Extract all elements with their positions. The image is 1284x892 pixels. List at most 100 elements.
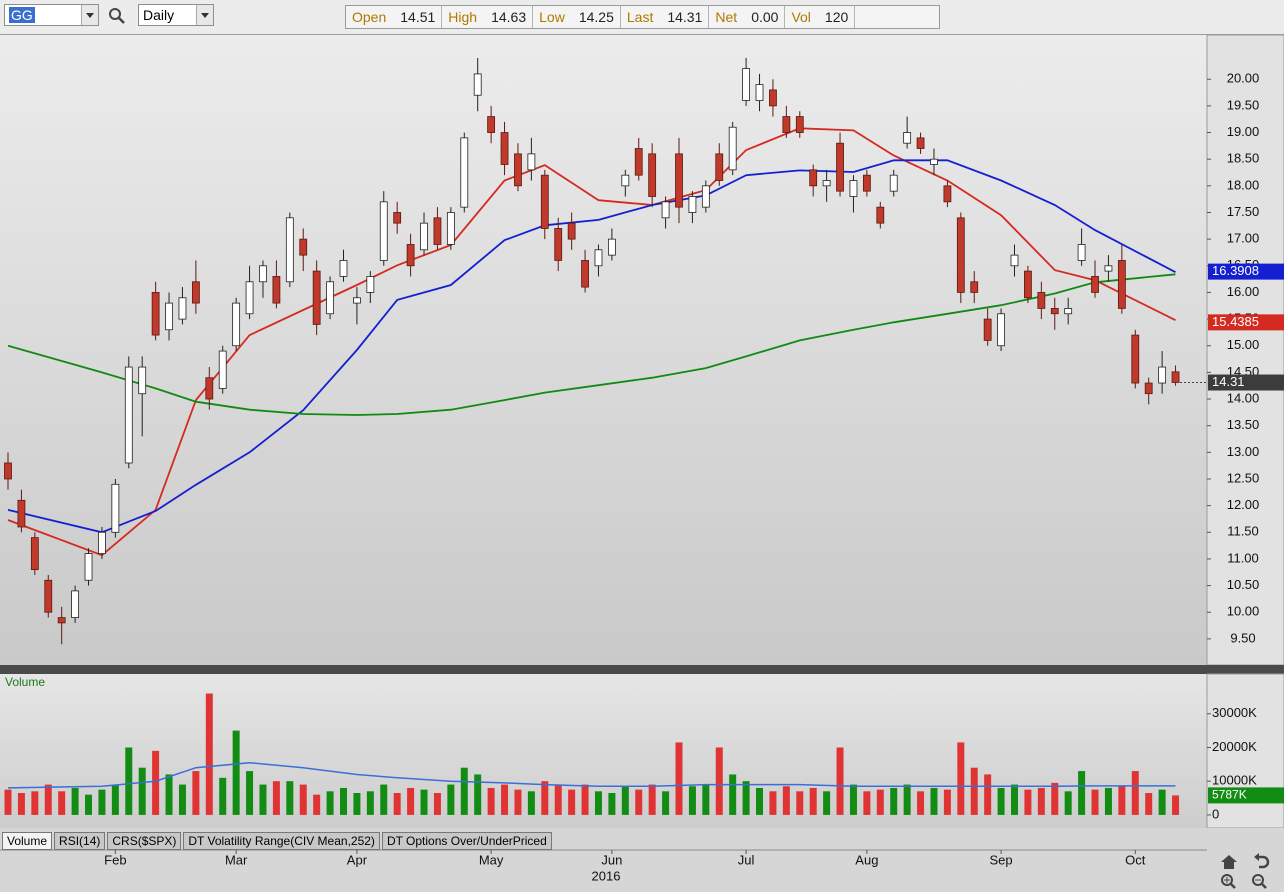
volume-bar (997, 787, 1005, 815)
volume-bar (366, 791, 374, 815)
moving-average (7, 127, 1176, 557)
candle-body (822, 180, 831, 187)
indicator-tab[interactable]: CRS($SPX) (107, 832, 182, 850)
volume-bar (98, 789, 106, 815)
interval-dropdown[interactable] (196, 5, 213, 25)
indicator-tabs: Volume RSI(14) CRS($SPX) DT Volatility Rang… (2, 832, 554, 850)
candle-body (1010, 254, 1019, 267)
volume-bar (246, 771, 254, 815)
volume-bar (353, 792, 361, 815)
candle-body (540, 174, 549, 229)
volume-bar (474, 774, 482, 815)
candle-body (353, 297, 361, 304)
y-tick-label: 9.50 (1230, 630, 1255, 645)
x-tick-label: Aug (855, 852, 878, 867)
indicator-tab[interactable]: RSI(14) (54, 832, 106, 850)
volume-bar (407, 787, 415, 815)
x-tick-label: May (479, 852, 504, 867)
volume-bar (782, 786, 790, 815)
volume-bar (447, 784, 455, 815)
symbol-dropdown[interactable] (81, 5, 98, 25)
year-label: 2016 (592, 868, 621, 883)
quote-label: High (448, 9, 478, 25)
volume-bar (702, 784, 710, 815)
volume-bar (648, 784, 656, 815)
volume-bar (1118, 786, 1126, 815)
y-tick-label: 10.00 (1227, 604, 1260, 619)
candle-body (406, 244, 415, 267)
candle-body (98, 531, 106, 555)
candle-body (4, 462, 12, 480)
y-tick-label: 13.50 (1227, 417, 1260, 432)
volume-bar (930, 787, 938, 815)
x-tick-label: Jun (601, 852, 622, 867)
volume-bar (970, 767, 978, 815)
x-tick-label: Apr (347, 852, 368, 867)
y-tick-label: 12.50 (1227, 470, 1260, 485)
candle-body (433, 217, 442, 245)
candle-body (420, 222, 428, 251)
candle-body (742, 68, 750, 101)
quote-label: Vol (791, 9, 811, 25)
quote-value: 14.63 (491, 9, 527, 25)
last-volume-box (1208, 787, 1284, 804)
panel-divider (0, 665, 1284, 674)
home-icon[interactable] (1221, 855, 1237, 869)
volume-bar (232, 730, 240, 815)
candle-body (675, 153, 683, 208)
indicator-tab[interactable]: DT Options Over/UnderPriced (381, 832, 552, 850)
zoom-out-icon[interactable] (1252, 874, 1267, 889)
volume-bar (984, 774, 992, 815)
quote-value: 120 (824, 9, 849, 25)
candle-body (326, 281, 334, 315)
undo-icon[interactable] (1254, 853, 1270, 869)
volume-bar (178, 784, 186, 815)
volume-bar (1051, 782, 1059, 815)
candle-body (285, 217, 294, 283)
volume-bar (688, 786, 696, 815)
volume-bar (31, 791, 39, 815)
volume-bar (1172, 795, 1180, 815)
volume-bar (1037, 787, 1045, 815)
candle-body (836, 142, 844, 192)
quote-label: Open (352, 9, 387, 25)
last-volume-label: 5787K (1212, 788, 1247, 802)
indicator-tab[interactable]: DT Volatility Range(CIV Mean,252) (183, 832, 380, 850)
search-icon[interactable] (108, 7, 126, 25)
candle-body (527, 153, 536, 171)
zoom-in-icon[interactable] (1221, 874, 1236, 889)
candle-body (648, 153, 657, 197)
candle-body (71, 590, 79, 618)
volume-bar (111, 784, 119, 815)
interval: Daily (143, 7, 175, 23)
candle-body (487, 116, 496, 133)
candle-body (1024, 270, 1032, 299)
y-tick-label: 0 (1212, 806, 1219, 821)
volume-bar (138, 767, 146, 815)
interval-select[interactable]: Daily (138, 4, 214, 26)
volume-bar (85, 794, 93, 815)
toolbar: GG Daily Open 14.51 High 14.63 Low 14.25 Last 1… (0, 0, 1284, 35)
volume-average (7, 761, 1176, 789)
candle-body (1117, 260, 1126, 309)
candle-body (728, 126, 737, 171)
indicator-tab[interactable]: Volume (2, 832, 53, 850)
candle-body (970, 281, 979, 293)
volume-bar (594, 791, 602, 815)
volume-bar (756, 787, 764, 815)
volume-bar (286, 781, 294, 815)
volume-bar (903, 784, 911, 815)
symbol-input[interactable]: GG (4, 4, 99, 26)
chart: Volume 2016 9.50 10.00 10.50 11.00 11.50 12.0… (0, 35, 1284, 892)
volume-bar (823, 791, 831, 815)
candle-body (500, 132, 509, 165)
candle-body (1050, 308, 1059, 315)
candle-body (379, 201, 388, 261)
quote-cell: Vol 120 (785, 6, 856, 28)
candle-body (299, 238, 308, 256)
y-tick-label: 10.50 (1227, 577, 1260, 592)
candle-body (782, 116, 791, 133)
symbol: GG (9, 7, 35, 23)
candle-body (393, 212, 402, 224)
volume-bar (205, 693, 213, 815)
